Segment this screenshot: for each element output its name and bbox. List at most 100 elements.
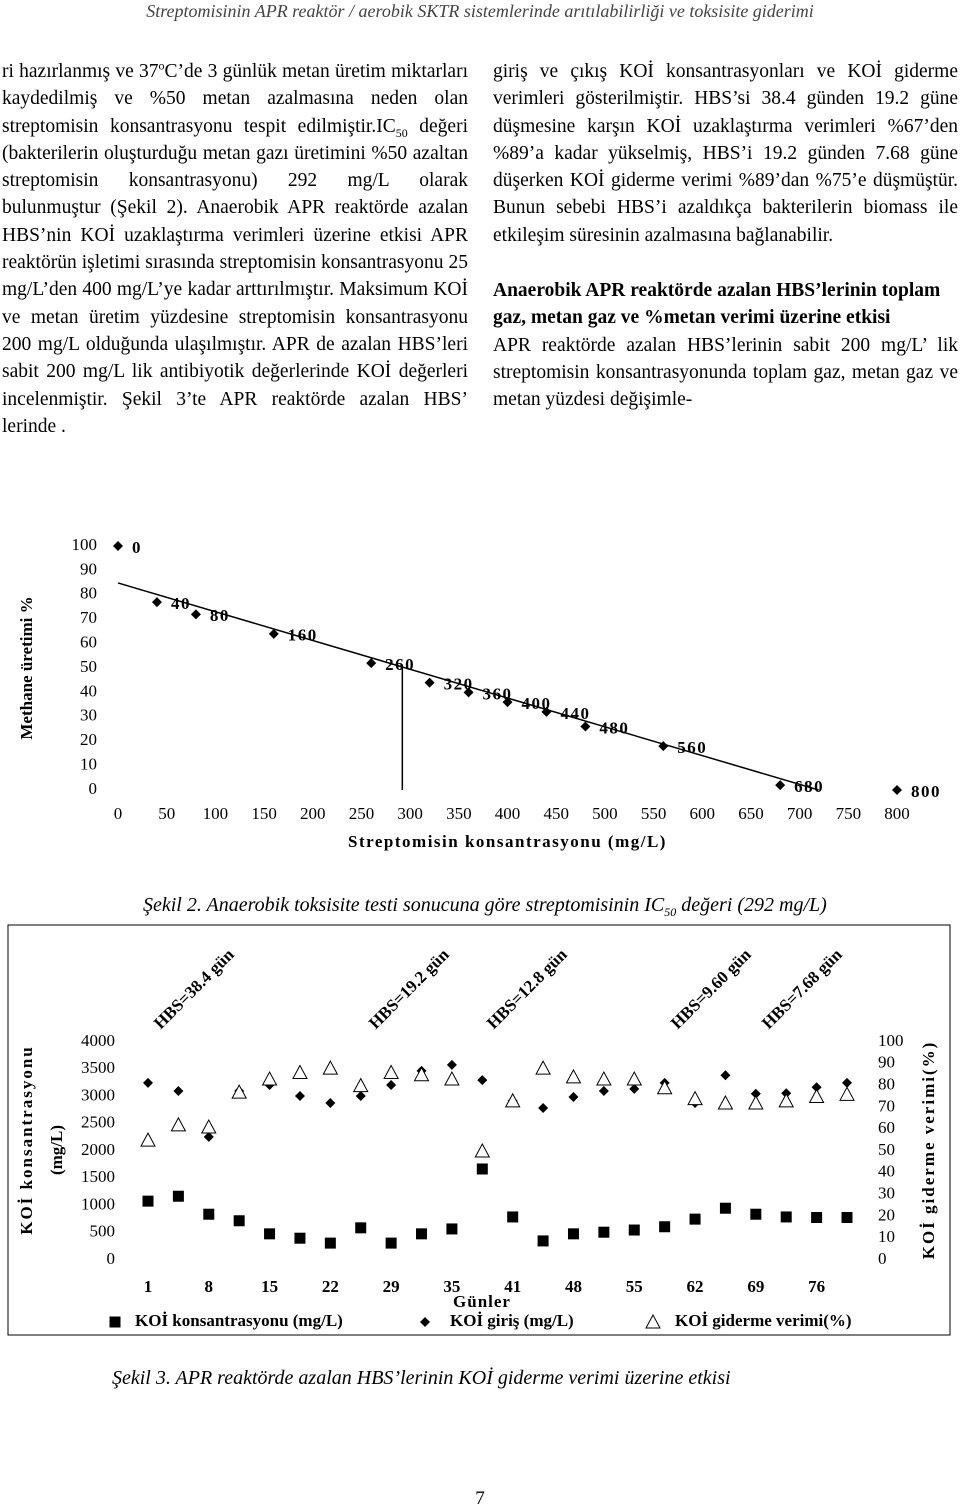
y2-tick-label: 80: [878, 1075, 895, 1094]
x-tick-label: 8: [205, 1277, 214, 1296]
y2-tick-label: 20: [878, 1205, 895, 1224]
x-tick-label: 150: [251, 804, 277, 823]
data-label: 800: [911, 782, 941, 801]
data-label: 80: [210, 606, 230, 625]
triangle-marker: [170, 1116, 187, 1132]
y-axis-title: KOİ konsantrasyonu: [17, 1045, 36, 1235]
text: ri hazırlanmış ve 37: [2, 61, 159, 82]
triangle-marker: [839, 1086, 855, 1101]
diamond-marker: [568, 1092, 579, 1103]
data-label: 680: [794, 777, 824, 796]
y2-tick-label: 90: [878, 1053, 895, 1072]
square-marker: [841, 1211, 853, 1223]
diamond-marker: [502, 697, 513, 708]
diamond-marker: [750, 1088, 761, 1099]
y-tick-label: 50: [80, 657, 97, 676]
x-tick-label: 550: [641, 804, 667, 823]
y2-tick-label: 50: [878, 1140, 895, 1159]
square-marker: [233, 1215, 245, 1227]
y-tick-label: 80: [80, 584, 97, 603]
triangle-marker: [474, 1142, 491, 1158]
data-label: 360: [483, 684, 513, 703]
data-label: 440: [560, 704, 590, 723]
x-tick-label: 76: [808, 1277, 825, 1296]
diamond-marker: [325, 1098, 336, 1109]
x-tick-label: 1: [144, 1277, 153, 1296]
diamond-marker: [143, 1077, 153, 1088]
diamond-marker: [424, 677, 435, 688]
diamond-marker: [463, 687, 474, 698]
diamond-marker: [580, 721, 591, 732]
y2-tick-label: 60: [878, 1118, 895, 1137]
diamond-marker: [811, 1082, 822, 1093]
data-label: 40: [171, 594, 191, 613]
diamond-marker: [446, 1059, 457, 1070]
x-tick-label: 15: [261, 1277, 278, 1296]
y2-tick-label: 10: [878, 1227, 895, 1246]
diamond-marker: [355, 1090, 366, 1101]
y2-axis-title: KOİ giderme verimi(%): [919, 1041, 938, 1260]
y-tick-label: 0: [107, 1249, 116, 1268]
y-tick-label: 70: [80, 608, 97, 627]
y-tick-label: 90: [80, 559, 97, 578]
square-marker: [109, 1316, 121, 1328]
running-header: Streptomisinin APR reaktör / aerobik SKT…: [146, 1, 814, 21]
figure-caption: Şekil 2. Anaerobik toksisite testi sonuc…: [143, 893, 827, 919]
legend-label: KOİ giriş (mg/L): [450, 1311, 574, 1330]
x-tick-label: 35: [443, 1277, 460, 1296]
x-tick-label: 700: [787, 804, 813, 823]
data-label: 0: [132, 538, 142, 557]
diamond-marker: [775, 780, 786, 791]
x-tick-label: 55: [626, 1277, 643, 1296]
diamond-marker: [658, 741, 669, 752]
square-marker: [172, 1190, 184, 1202]
square-marker: [628, 1224, 640, 1236]
legend-label: KOİ konsantrasyonu (mg/L): [135, 1311, 343, 1330]
x-tick-label: 41: [504, 1277, 521, 1296]
data-label: 160: [288, 626, 318, 645]
diamond-marker: [190, 609, 201, 620]
x-tick-label: 800: [884, 804, 910, 823]
diamond-marker: [268, 628, 279, 639]
square-marker: [507, 1211, 519, 1223]
triangle-marker: [778, 1092, 795, 1108]
paragraph: giriş ve çıkış KOİ konsantrasyonları ve …: [493, 61, 958, 246]
diamond-marker: [173, 1086, 184, 1097]
left-column: ri hazırlanmış ve 37oC’de 3 günlük metan…: [2, 58, 468, 440]
y-tick-label: 1500: [81, 1167, 115, 1186]
text: değeri (bakterilerin oluşturduğu metan g…: [2, 115, 468, 437]
chart-frame: [7, 924, 951, 1336]
triangle-marker: [140, 1132, 156, 1147]
x-tick-label: 200: [300, 804, 326, 823]
text: C’de 3 günlük metan üretim miktarları ka…: [2, 61, 468, 137]
triangle-marker: [322, 1060, 339, 1075]
triangle-marker: [444, 1071, 460, 1086]
triangle-marker: [352, 1077, 369, 1093]
diamond-marker: [842, 1077, 852, 1088]
y2-tick-label: 30: [878, 1184, 895, 1203]
diamond-marker: [541, 706, 552, 717]
data-label: 480: [599, 718, 629, 737]
x-tick-label: 300: [397, 804, 423, 823]
triangle-marker: [656, 1079, 673, 1095]
triangle-marker: [292, 1064, 308, 1080]
data-label: 400: [522, 694, 552, 713]
y-tick-label: 3000: [81, 1085, 115, 1104]
y-tick-label: 0: [89, 779, 98, 798]
annotation: HBS=7.68 gün: [758, 945, 846, 1033]
x-axis-title: Günler: [453, 1292, 511, 1311]
y-tick-label: 100: [72, 535, 98, 554]
subscript: 50: [664, 905, 677, 919]
square-marker: [598, 1226, 610, 1238]
square-marker: [476, 1163, 488, 1175]
diamond-marker: [629, 1083, 640, 1094]
figure-caption: Şekil 3. APR reaktörde azalan HBS’lerini…: [112, 1367, 731, 1389]
section-heading: Anaerobik APR reaktörde azalan HBS’lerin…: [493, 280, 941, 329]
x-tick-label: 400: [495, 804, 521, 823]
y-tick-label: 10: [80, 755, 97, 774]
superscript: o: [158, 58, 165, 73]
y-tick-label: 1000: [81, 1194, 115, 1213]
triangle-marker: [535, 1060, 551, 1075]
annotation: HBS=19.2 gün: [365, 945, 453, 1033]
page-number: 7: [475, 1488, 485, 1509]
